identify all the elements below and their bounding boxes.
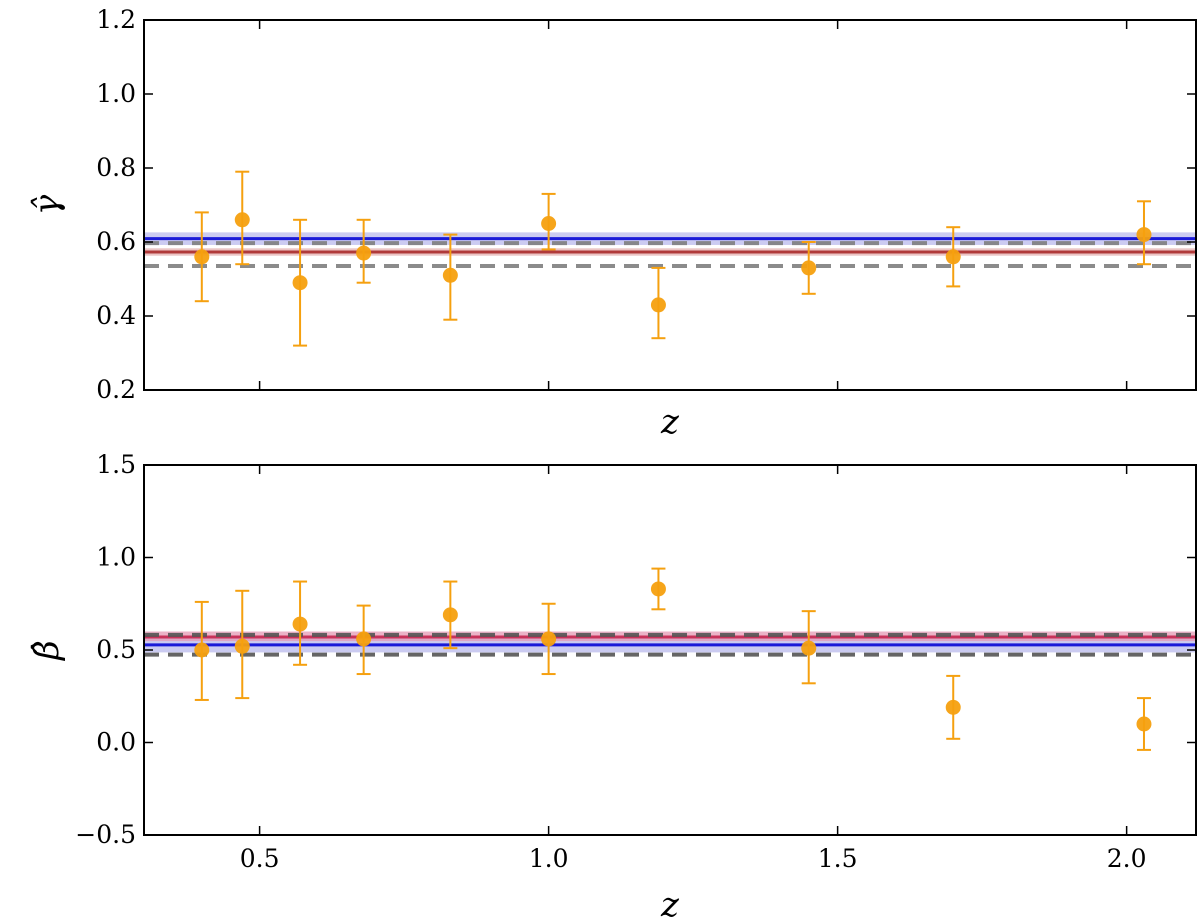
data-point <box>292 275 308 291</box>
data-point <box>801 260 817 276</box>
data-point <box>945 699 961 715</box>
y-tick-label: 0.4 <box>96 301 136 330</box>
data-point <box>442 607 458 623</box>
y-tick-label: 0.0 <box>96 728 136 757</box>
data-point <box>650 581 666 597</box>
x-axis-label: z <box>660 402 680 442</box>
data-point <box>356 245 372 261</box>
y-axis-label: β̂ <box>27 640 67 662</box>
data-point <box>234 638 250 654</box>
x-axis-label: z <box>660 885 680 924</box>
y-tick-label: 0.5 <box>96 635 136 664</box>
x-tick-label: 1.0 <box>529 844 569 873</box>
data-point <box>541 631 557 647</box>
data-point <box>1136 227 1152 243</box>
data-point <box>194 642 210 658</box>
data-point <box>194 249 210 265</box>
axes-frame <box>143 19 1197 391</box>
panel-1: 0.2 0.4 0.6 0.8 1.0 1.2 z γ̂ <box>27 5 1197 442</box>
y-tick-label: 0.8 <box>96 153 136 182</box>
panel-2: −0.5 0.0 0.5 1.0 1.5 0.5 1.0 1.5 2.0 z β̂ <box>27 450 1197 924</box>
y-tick-label: 1.0 <box>96 543 136 572</box>
data-point <box>541 216 557 231</box>
y-tick-label: 1.2 <box>96 5 136 34</box>
y-tick-label: 1.0 <box>96 79 136 108</box>
data-point <box>1136 716 1152 732</box>
data-point <box>356 631 372 647</box>
y-tick-label: 1.5 <box>96 450 136 479</box>
x-tick-label: 1.5 <box>818 844 858 873</box>
data-point <box>292 616 308 632</box>
data-point <box>234 212 250 228</box>
y-tick-label: 0.6 <box>96 227 136 256</box>
x-tick-label: 2.0 <box>1107 844 1147 873</box>
y-tick-label: −0.5 <box>75 820 136 849</box>
data-point <box>945 249 961 265</box>
x-tick-label: 0.5 <box>240 844 280 873</box>
data-point <box>650 297 666 313</box>
y-axis-label: γ̂ <box>27 194 67 215</box>
y-tick-label: 0.2 <box>96 375 136 404</box>
data-point <box>801 640 817 656</box>
data-point <box>442 267 458 283</box>
